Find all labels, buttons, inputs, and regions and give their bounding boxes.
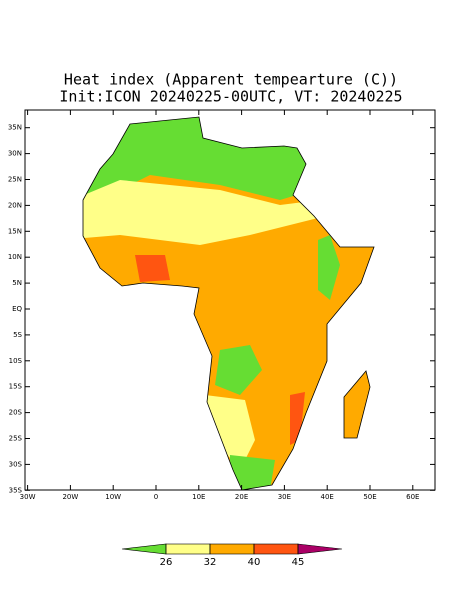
colorbar-label: 32: [204, 557, 217, 568]
x-tick-label: 10E: [192, 493, 205, 501]
x-tick-label: 20W: [62, 493, 78, 501]
heat-index-field: [83, 117, 374, 490]
y-tick-label: 35N: [8, 124, 22, 132]
y-tick-label: 10S: [9, 357, 23, 365]
colorbar-segment: [297, 543, 343, 555]
x-tick-label: 0: [154, 493, 158, 501]
y-tick-label: 10N: [8, 253, 22, 261]
x-tick-label: 60E: [406, 493, 419, 501]
y-tick-label: 30S: [9, 460, 23, 468]
x-tick-label: 30E: [278, 493, 291, 501]
x-tick-label: 30W: [20, 493, 36, 501]
x-tick-label: 50E: [363, 493, 376, 501]
axes: 30W 20W 10W 0 10E 20E 30E 40E 50E 60E 35N 30N 25N 20N…: [8, 110, 435, 501]
colorbar-label: 26: [160, 557, 173, 568]
y-tick-label: 30N: [8, 150, 22, 158]
colorbar-segment: [209, 543, 255, 555]
y-tick-label: 5N: [12, 279, 22, 287]
y-tick-label: 15S: [9, 383, 23, 391]
subtitle: Init:ICON 20240225-00UTC, VT: 20240225: [59, 88, 402, 106]
y-tick-label: EQ: [12, 305, 22, 313]
colorbar-segment: [121, 543, 167, 555]
y-tick-label: 20N: [8, 201, 22, 209]
x-tick-label: 10W: [105, 493, 121, 501]
colorbar-label: 45: [292, 557, 305, 568]
y-tick-label: 20S: [9, 409, 23, 417]
x-tick-label: 20E: [235, 493, 248, 501]
x-tick-label: 40E: [321, 493, 334, 501]
colorbar: 26 32 40 45: [121, 543, 343, 568]
y-tick-label: 25S: [9, 435, 23, 443]
madagascar: [343, 370, 371, 439]
coastline: [82, 116, 375, 491]
y-tick-label: 35S: [9, 486, 23, 494]
y-tick-label: 25N: [8, 176, 22, 184]
y-tick-label: 5S: [13, 331, 22, 339]
colorbar-segment: [253, 543, 299, 555]
colorbar-segment: [165, 543, 211, 555]
y-tick-label: 15N: [8, 227, 22, 235]
map-frame: [24, 109, 436, 491]
colorbar-label: 40: [248, 557, 261, 568]
title: Heat index (Apparent tempearture (C)): [64, 71, 398, 89]
